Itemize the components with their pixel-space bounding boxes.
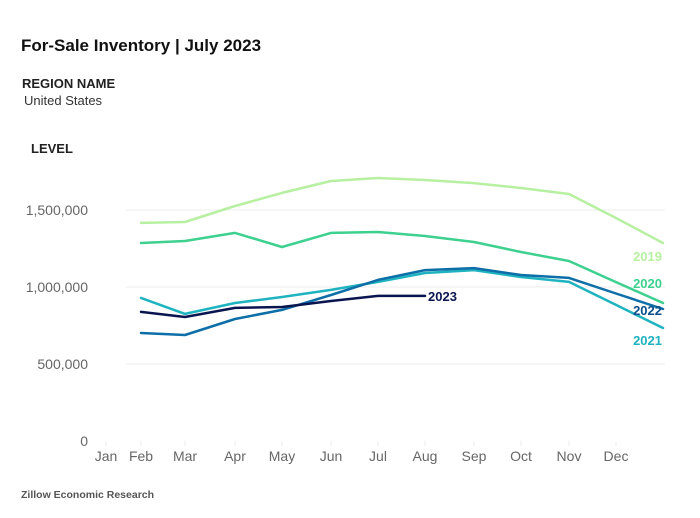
y-axis-ticks: 0 500,000 1,000,000 1,500,000 bbox=[26, 202, 89, 449]
series-label-2021: 2021 bbox=[633, 333, 662, 348]
y-tick-label: 1,500,000 bbox=[26, 202, 88, 218]
series-label-2022: 2022 bbox=[633, 303, 662, 318]
series-line-2021 bbox=[139, 268, 665, 330]
region-name-value: United States bbox=[24, 93, 103, 108]
x-tick-label: Oct bbox=[510, 448, 532, 464]
y-tick-label: 0 bbox=[80, 433, 88, 449]
chart-title: For-Sale Inventory | July 2023 bbox=[21, 36, 262, 55]
x-tick-label: Mar bbox=[173, 448, 197, 464]
y-axis-title: LEVEL bbox=[31, 141, 73, 156]
x-tick-label: May bbox=[269, 448, 295, 464]
x-tick-label: Nov bbox=[557, 448, 582, 464]
series-line-2019 bbox=[139, 176, 665, 245]
x-tick-label: Jul bbox=[369, 448, 387, 464]
series-labels: 2019 2020 2021 2022 2023 bbox=[428, 249, 662, 348]
series-line-2023 bbox=[139, 294, 427, 319]
x-tick-label: Jun bbox=[320, 448, 343, 464]
source-credit: Zillow Economic Research bbox=[21, 489, 155, 501]
region-name-label: REGION NAME bbox=[22, 76, 116, 91]
y-tick-label: 1,000,000 bbox=[26, 279, 88, 295]
x-tick-label: Sep bbox=[462, 448, 487, 464]
series-lines bbox=[139, 176, 665, 337]
x-tick-label: Jan bbox=[95, 448, 118, 464]
gridlines bbox=[126, 209, 665, 365]
x-tick-label: Aug bbox=[413, 448, 438, 464]
series-line-2020 bbox=[139, 230, 665, 305]
series-line-2022 bbox=[139, 266, 665, 337]
y-tick-label: 500,000 bbox=[37, 356, 88, 372]
x-tick-label: Dec bbox=[604, 448, 629, 464]
series-label-2023: 2023 bbox=[428, 289, 457, 304]
x-tick-label: Apr bbox=[224, 448, 246, 464]
x-axis-ticks: Jan Feb Mar Apr May Jun Jul Aug Sep Oct Nov Dec bbox=[95, 441, 629, 464]
x-tick-label: Feb bbox=[129, 448, 153, 464]
series-label-2019: 2019 bbox=[633, 249, 662, 264]
series-label-2020: 2020 bbox=[633, 276, 662, 291]
